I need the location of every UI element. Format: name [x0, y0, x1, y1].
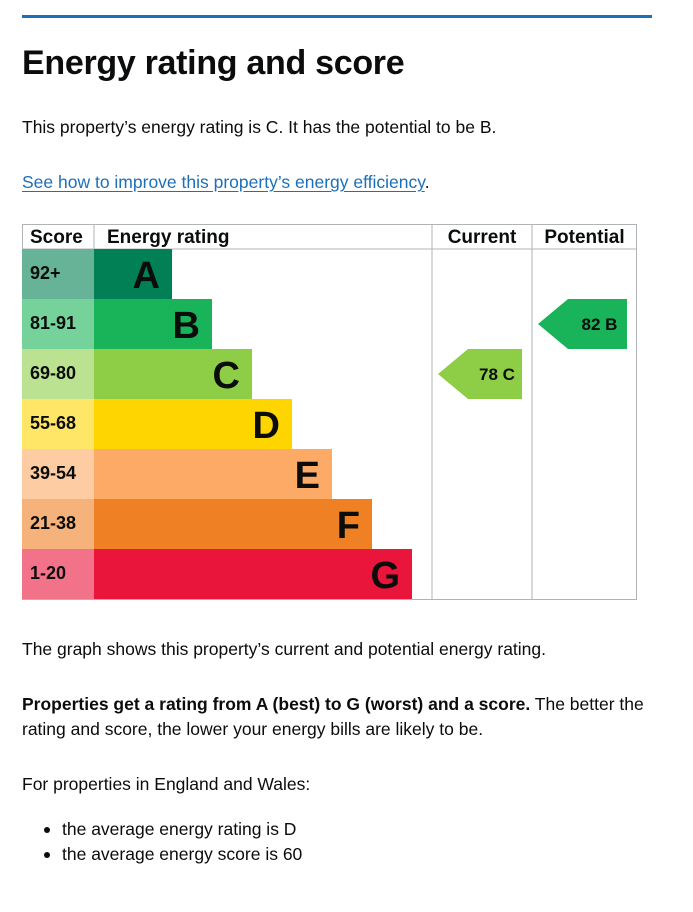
score-label: 39-54: [30, 463, 76, 483]
rating-letter: D: [253, 405, 280, 447]
link-suffix: .: [424, 172, 430, 192]
potential-rating-label: 82 B: [582, 315, 618, 334]
averages-list: the average energy rating is D the avera…: [22, 817, 302, 867]
score-label: 92+: [30, 263, 61, 283]
score-label: 55-68: [30, 413, 76, 433]
energy-rating-graph: Score Energy rating Current Potential 92+ A 81…: [22, 224, 637, 600]
score-label: 81-91: [30, 313, 76, 333]
score-cell-a: [22, 249, 94, 299]
rating-explanation: Properties get a rating from A (best) to…: [22, 692, 652, 742]
england-wales-text: For properties in England and Wales:: [22, 774, 311, 794]
score-cell-f: [22, 499, 94, 549]
header-current: Current: [448, 227, 517, 248]
score-label: 69-80: [30, 363, 76, 383]
rating-bar-b: [94, 299, 212, 349]
rating-explanation-rest: The better the rating and score, the low…: [22, 694, 644, 739]
score-cell-b: [22, 299, 94, 349]
score-cell-c: [22, 349, 94, 399]
rating-bar-c: [94, 349, 252, 399]
header-score: Score: [30, 227, 83, 248]
score-cell-d: [22, 399, 94, 449]
rating-letter: F: [337, 505, 360, 547]
header-energy-rating: Energy rating: [107, 227, 229, 248]
score-cell-g: [22, 549, 94, 599]
rating-bar-d: [94, 399, 292, 449]
score-label: 1-20: [30, 563, 66, 583]
header-potential: Potential: [544, 227, 624, 248]
rating-letter: A: [133, 255, 160, 297]
score-label: 21-38: [30, 513, 76, 533]
page-title: Energy rating and score: [22, 44, 405, 82]
graph-description: The graph shows this property’s current …: [22, 639, 547, 659]
energy-rating-chart: Score Energy rating Current Potential 92+ A 81…: [22, 224, 637, 600]
rating-bar-a: [94, 249, 172, 299]
list-item: the average energy rating is D: [22, 817, 302, 842]
rating-letter: B: [173, 305, 200, 347]
rating-letter: C: [213, 355, 240, 397]
current-rating-arrow: [438, 349, 522, 399]
rating-bar-f: [94, 499, 372, 549]
score-cell-e: [22, 449, 94, 499]
list-item: the average energy score is 60: [22, 842, 302, 867]
intro-text: This property’s energy rating is C. It h…: [22, 117, 497, 137]
improve-efficiency-link[interactable]: See how to improve this property’s energ…: [22, 172, 425, 192]
rating-letter: E: [295, 455, 320, 497]
rating-explanation-bold: Properties get a rating from A (best) to…: [22, 694, 531, 714]
potential-rating-arrow: [538, 299, 627, 349]
current-rating-label: 78 C: [479, 365, 515, 384]
rating-bar-g: [94, 549, 412, 599]
link-line: See how to improve this property’s energ…: [22, 170, 430, 195]
rating-letter: G: [370, 555, 400, 597]
top-rule: [22, 15, 652, 18]
rating-bar-e: [94, 449, 332, 499]
